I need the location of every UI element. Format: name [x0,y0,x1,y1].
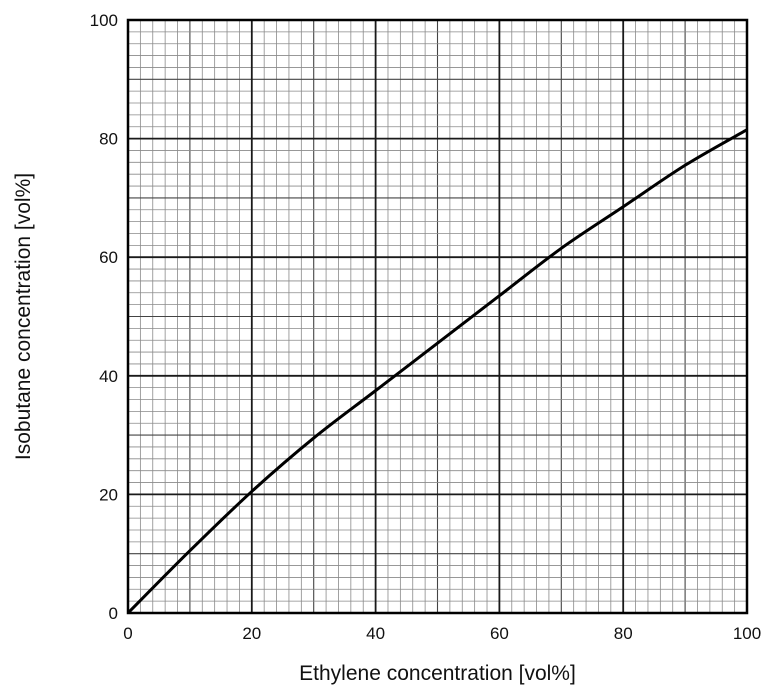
x-tick-label: 20 [242,624,261,643]
series-line [126,128,748,615]
minor-grid [128,20,747,613]
x-tick-label: 100 [733,624,761,643]
x-axis-title: Ethylene concentration [vol%] [299,662,576,685]
x-tick-label: 0 [123,624,132,643]
y-tick-label: 80 [99,130,118,149]
x-tick-label: 80 [614,624,633,643]
plot-frame [126,18,749,615]
x-tick-label: 40 [366,624,385,643]
y-tick-label: 0 [109,604,118,623]
y-tick-label: 100 [90,11,118,30]
x-tick-label: 60 [490,624,509,643]
y-axis-title: Isobutane concentration [vol%] [12,173,35,460]
y-axis-tick-labels: 0 20 40 60 80 100 [90,11,118,623]
x-axis-tick-labels: 0 20 40 60 80 100 [123,624,761,643]
y-tick-label: 60 [99,248,118,267]
y-tick-label: 20 [99,485,118,504]
y-tick-label: 40 [99,367,118,386]
